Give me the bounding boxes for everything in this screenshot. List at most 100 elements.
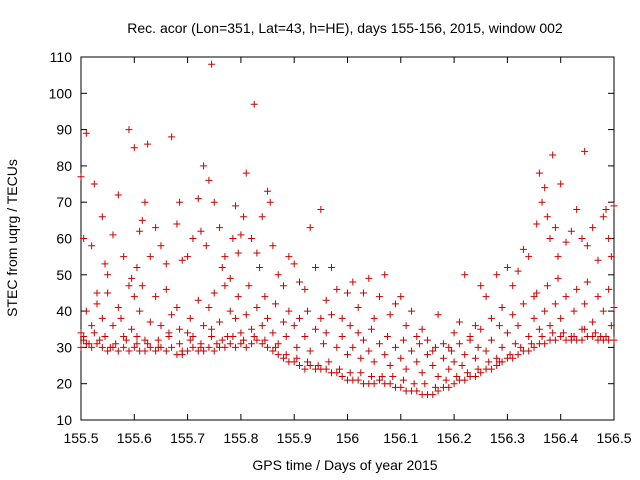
data-point [413,333,421,341]
data-point [367,325,375,333]
data-point [562,238,570,246]
data-point [607,322,615,330]
data-point [493,362,501,370]
data-point [104,289,112,297]
plot-frame-rect [80,56,615,421]
data-point [554,253,562,261]
data-point [493,354,501,362]
data-point [557,314,565,322]
data-point [429,362,437,370]
data-point [602,333,610,341]
data-point [557,180,565,188]
data-point [399,376,407,384]
data-point [506,351,514,359]
data-point [101,260,109,268]
data-point [248,340,256,348]
x-tick-label: 156.5 [596,430,631,446]
data-point [98,213,106,221]
data-point [216,318,224,326]
x-tick-label: 156.1 [383,430,418,446]
data-point [583,242,591,250]
data-point [226,274,234,282]
data-point [336,365,344,373]
data-point [258,213,266,221]
data-point [264,314,272,322]
data-point [581,325,589,333]
data-point [274,351,282,359]
plot-frame [80,56,615,421]
x-tick-label: 156.2 [437,430,472,446]
data-point [357,354,365,362]
data-point [431,343,439,351]
data-point [498,343,506,351]
data-point [578,235,586,242]
data-point [248,325,256,333]
data-point [589,318,597,326]
y-tick-label: 100 [49,85,73,101]
data-point [317,205,325,213]
data-point [93,340,101,348]
data-point [226,340,234,348]
data-point [304,358,312,366]
data-point [333,285,341,293]
data-point [386,311,394,319]
data-point [541,307,549,315]
data-point [80,235,88,242]
data-point [546,235,554,242]
data-point [610,303,618,311]
data-point [197,340,205,348]
data-point [581,300,589,308]
y-tick-label: 40 [56,303,72,319]
data-point [274,271,282,279]
data-point [253,249,261,257]
data-point [541,340,549,348]
data-point [304,307,312,315]
data-point [487,336,495,344]
data-point [82,307,90,315]
data-point [213,340,221,348]
data-point [205,176,213,184]
data-point [570,333,578,341]
data-point [423,336,431,344]
data-point [114,191,122,199]
data-point [511,340,519,348]
data-point [519,300,527,308]
data-point [112,340,120,348]
data-point [535,325,543,333]
data-point [98,343,106,351]
data-point [296,362,304,370]
y-axis-label: STEC from uqrg / TECUs [4,159,20,317]
data-point [410,380,418,388]
data-point [184,329,192,337]
data-point [549,151,557,159]
data-point [250,100,258,108]
data-point [397,383,405,391]
x-tick-label: 156.3 [490,430,525,446]
data-point [157,343,165,351]
data-point [178,256,186,264]
data-point [157,242,165,250]
data-point [226,307,234,315]
data-point [122,336,130,344]
data-point [210,198,218,206]
data-point [293,343,301,351]
data-point [264,187,272,195]
data-point [344,351,351,359]
data-point [312,325,320,333]
data-point [133,333,141,341]
data-point [120,343,128,351]
data-point [138,282,146,290]
data-point [197,227,205,235]
data-point [386,362,394,370]
data-point [551,336,559,344]
data-point [264,343,272,351]
data-point [173,220,181,228]
data-point [138,216,146,224]
data-point [429,391,437,399]
data-point [423,351,431,359]
data-point [301,285,309,293]
data-point [474,365,482,373]
data-point [562,293,570,301]
data-point [176,198,184,206]
data-point [397,293,405,301]
